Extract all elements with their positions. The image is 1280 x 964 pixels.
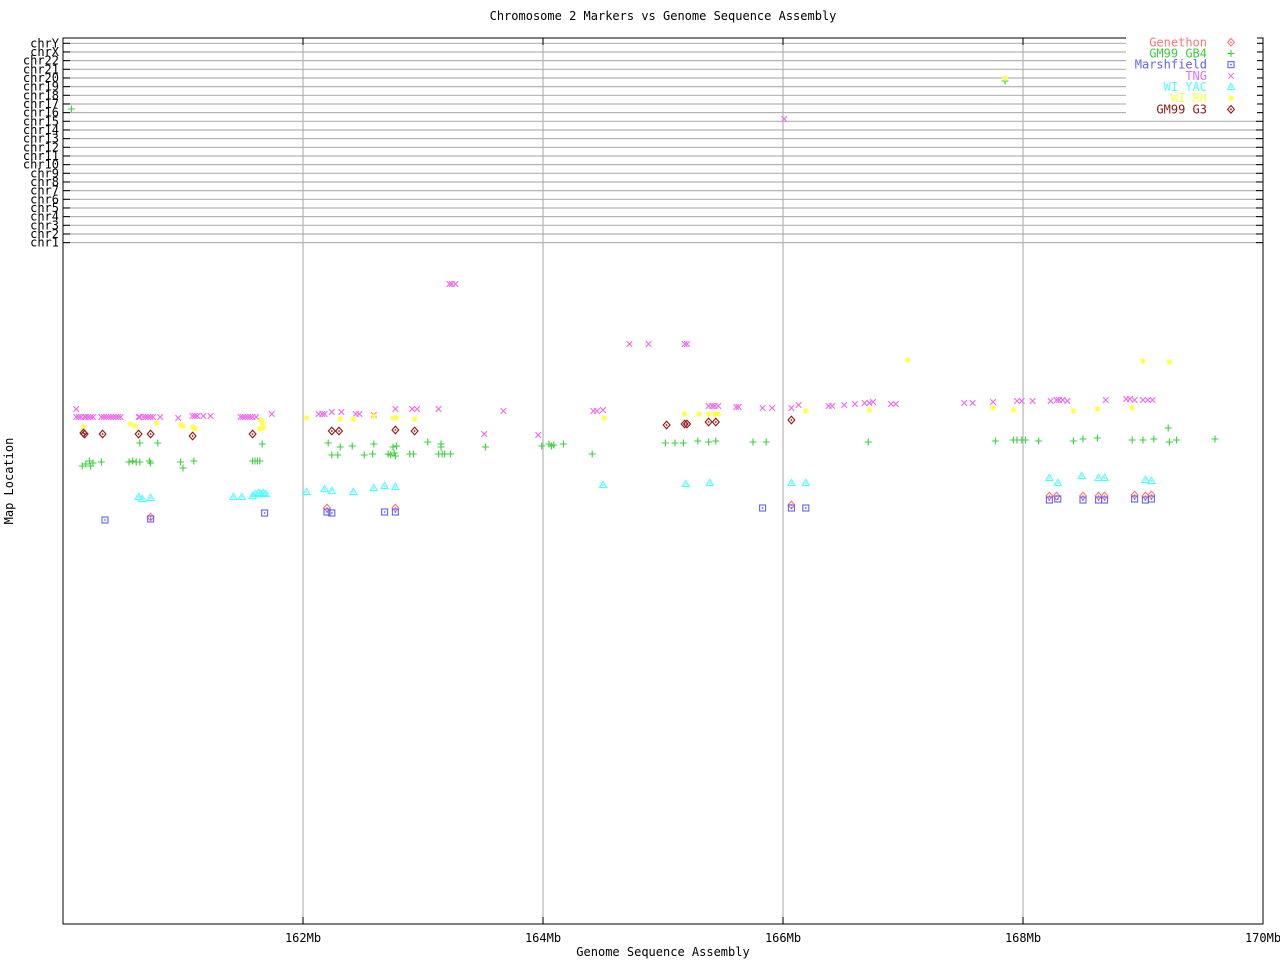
legend-marker-asterisk [1228,95,1234,102]
chromosome-label: chr21 [23,62,59,76]
series-points-gm99-g3 [79,415,796,441]
chromosome-label: chr10 [23,158,59,172]
legend-item-genethon: Genethon [1149,35,1236,49]
x-tick-label: 166Mb [765,931,801,945]
legend-marker-diamond-dot [1226,104,1236,114]
legend-item-gm99-g3: GM99 G3 [1156,102,1236,116]
grid-layer [63,38,1263,924]
chromosome-label: chr19 [23,80,59,94]
legend-marker-cross [1227,72,1235,79]
legend-label: GM99 GB4 [1149,46,1207,60]
legend-label: WI YAC [1164,80,1207,94]
legend-marker-diamond-dot [1226,37,1236,47]
series-points-gm99-gb4 [67,77,1219,472]
series-points-marshfield [101,495,1155,524]
chromosome-label: chr20 [23,71,59,85]
chromosome-label: chrX [30,45,60,59]
chromosome-label: chr12 [23,140,59,154]
legend-label: GM99 G3 [1156,102,1207,116]
chromosome-label: chr17 [23,97,59,111]
chromosome-label: chr16 [23,106,59,120]
x-tick-label: 170Mb [1245,931,1280,945]
legend-marker-plus [1227,49,1235,57]
legend-item-wi-rh: WI RH [1171,91,1234,105]
x-tick-label: 164Mb [525,931,561,945]
chromosome-label: chr15 [23,114,59,128]
chromosome-label: chr8 [30,175,59,189]
chromosome-label: chr14 [23,123,59,137]
legend-item-tng: TNG [1185,69,1235,83]
axis-layer: chrYchrXchr22chr21chr20chr19chr18chr17ch… [23,36,1280,945]
chromosome-label: chr7 [30,184,59,198]
series-layer [67,75,1219,524]
chromosome-label: chr3 [30,218,59,232]
chromosome-label: chr4 [30,210,59,224]
legend-item-wi-yac: WI YAC [1164,80,1236,94]
x-axis-label: Genome Sequence Assembly [576,945,749,959]
chromosome-label: chr5 [30,201,59,215]
chromosome-label: chr1 [30,236,59,250]
legend-label: TNG [1185,69,1207,83]
legend-background [1126,35,1257,117]
y-axis-label: Map Location [2,438,16,525]
legend-item-marshfield: Marshfield [1135,58,1235,72]
chromosome-label: chr22 [23,54,59,68]
x-tick-label: 162Mb [285,931,321,945]
chromosome-label: chr6 [30,192,59,206]
chromosome-label: chr9 [30,166,59,180]
chromosome-label: chrY [30,36,60,50]
legend-label: Genethon [1149,35,1207,49]
legend-label: WI RH [1171,91,1207,105]
chromosome-label: chr13 [23,132,59,146]
chromosome-label: chr18 [23,88,59,102]
series-points-genethon [146,490,1156,522]
plot-frame [62,37,1264,925]
legend-marker-triangle-dot [1226,82,1236,91]
series-points-wi-yac [134,471,1156,503]
x-tick-label: 168Mb [1005,931,1041,945]
legend-item-gm99-gb4: GM99 GB4 [1149,46,1235,60]
series-points-tng [73,115,1156,439]
series-points-wi-rh [80,75,1173,432]
legend-label: Marshfield [1135,58,1207,72]
legend-marker-square-dot [1227,61,1235,69]
chart-title: Chromosome 2 Markers vs Genome Sequence … [490,9,837,23]
chromosome-label: chr2 [30,227,59,241]
chromosome-label: chr11 [23,149,59,163]
